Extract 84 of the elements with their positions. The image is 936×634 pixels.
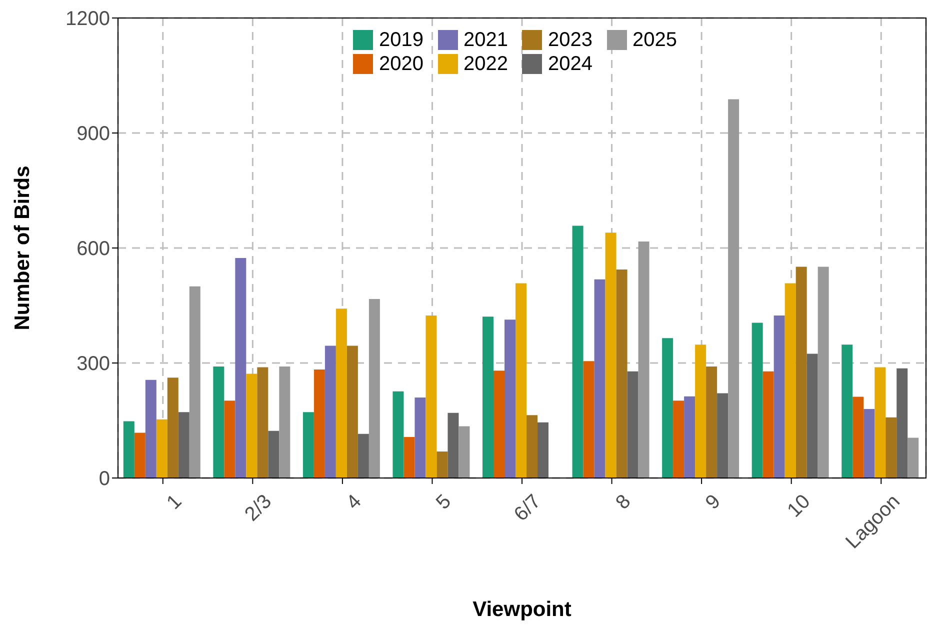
x-tick-label: 9 <box>701 490 725 514</box>
bar <box>516 283 526 478</box>
legend-label: 2022 <box>464 52 508 76</box>
bar <box>368 298 380 478</box>
bar <box>706 366 718 478</box>
x-tick-label: 1 <box>162 490 186 514</box>
bar <box>358 434 369 478</box>
bar <box>526 415 538 478</box>
bar <box>594 279 606 478</box>
bar <box>627 371 638 478</box>
legend-label: 2020 <box>379 52 424 76</box>
bar <box>134 432 146 478</box>
x-tick-label: 6/7 <box>510 490 546 526</box>
bar <box>818 266 829 478</box>
bar <box>404 436 415 478</box>
bar <box>448 412 459 478</box>
x-tick-label: 10 <box>783 490 814 522</box>
bar <box>874 367 886 478</box>
bar <box>695 344 706 478</box>
x-tick-label: 5 <box>432 490 456 514</box>
bar <box>762 371 774 478</box>
bar <box>178 412 190 478</box>
bar <box>314 370 325 478</box>
bar <box>842 344 853 478</box>
bar <box>784 283 796 478</box>
bar <box>426 315 437 478</box>
bar <box>189 286 200 478</box>
legend-label: 2019 <box>379 28 424 52</box>
legend-label: 2023 <box>548 28 592 52</box>
bar <box>257 367 268 478</box>
bar <box>346 346 358 478</box>
y-tick-label: 0 <box>98 468 110 490</box>
bar <box>638 241 650 478</box>
x-tick-label: 8 <box>611 490 635 514</box>
x-tick-label: 4 <box>342 490 366 514</box>
bar <box>752 322 763 478</box>
y-axis-title: Number of Birds <box>11 166 35 330</box>
bar <box>673 400 684 478</box>
bar <box>886 417 897 478</box>
bar <box>616 269 628 478</box>
bar <box>605 232 616 478</box>
legend-label: 2021 <box>464 28 508 52</box>
bar <box>224 400 236 478</box>
bar <box>684 396 696 478</box>
y-tick-label: 600 <box>76 238 110 260</box>
bar <box>728 99 740 478</box>
bar <box>852 396 864 478</box>
bar <box>538 422 548 478</box>
bar <box>774 315 785 478</box>
bar <box>123 421 134 478</box>
bar <box>145 380 156 478</box>
bar <box>302 412 314 478</box>
bar <box>504 320 516 478</box>
bar <box>324 346 336 478</box>
x-tick-label: 2/3 <box>240 490 276 526</box>
bar <box>864 409 875 478</box>
bar <box>896 368 908 478</box>
bar <box>482 316 494 478</box>
bar <box>279 366 290 478</box>
bar <box>717 393 728 478</box>
bar <box>662 338 674 478</box>
bar <box>235 258 246 478</box>
bar <box>414 398 426 478</box>
x-axis-title: Viewpoint <box>472 598 572 622</box>
legend-label: 2024 <box>548 52 592 76</box>
bar <box>436 452 448 478</box>
bar <box>213 366 224 478</box>
bar <box>806 354 818 478</box>
bar <box>392 391 404 478</box>
y-tick-label: 300 <box>76 353 110 376</box>
bar <box>494 370 504 478</box>
bar <box>246 374 258 478</box>
bar <box>796 266 807 478</box>
bar <box>268 430 280 478</box>
bar <box>908 438 919 478</box>
y-tick-label: 900 <box>76 123 110 146</box>
bar <box>458 426 470 478</box>
bar <box>572 226 584 478</box>
bar <box>336 308 347 478</box>
bar <box>156 419 168 478</box>
bar <box>167 378 178 478</box>
legend-label: 2025 <box>632 28 677 52</box>
bar <box>583 361 594 478</box>
y-tick-label: 1200 <box>66 8 110 30</box>
